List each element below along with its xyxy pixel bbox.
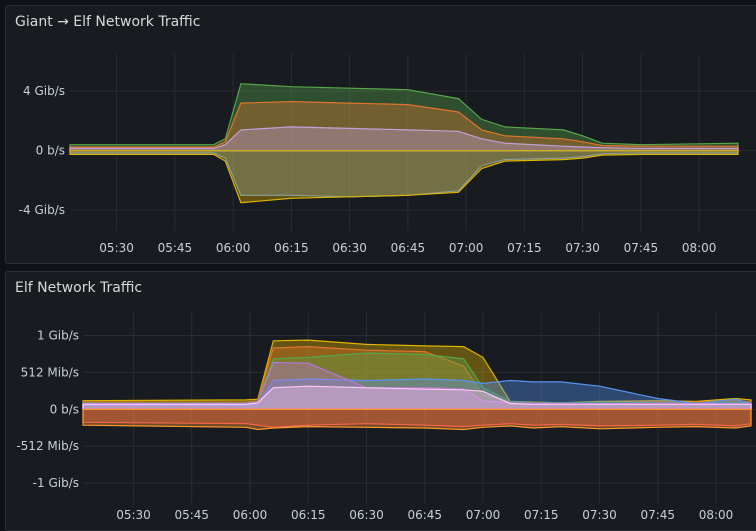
x-tick-label: 07:45: [640, 508, 675, 522]
y-tick-label: 1 Gib/s: [37, 328, 79, 342]
x-tick-label: 06:00: [233, 508, 268, 522]
y-tick-label: -4 Gib/s: [19, 203, 65, 217]
series-areas: [69, 83, 739, 204]
panel-title[interactable]: Giant → Elf Network Traffic: [15, 14, 201, 30]
series-area-1[interactable]: [69, 100, 739, 152]
y-tick-label: 4 Gib/s: [23, 84, 65, 98]
y-tick-label: 0 b/s: [50, 402, 79, 416]
series-area-6[interactable]: [82, 408, 752, 428]
series-areas: [82, 339, 752, 431]
x-tick-label: 06:30: [332, 241, 367, 255]
x-tick-label: 05:45: [158, 241, 193, 255]
panel-title[interactable]: Elf Network Traffic: [15, 280, 143, 296]
x-tick-label: 07:15: [507, 241, 542, 255]
x-tick-label: 05:45: [174, 508, 209, 522]
x-tick-label: 06:00: [216, 241, 251, 255]
x-tick-label: 06:45: [391, 241, 426, 255]
series-area-7[interactable]: [82, 408, 752, 431]
giant-elf-traffic-panel: Giant → Elf Network Traffic 4 Gib/s 0 b/s…: [5, 5, 756, 264]
y-tick-label: 0 b/s: [36, 144, 65, 158]
series-area-4[interactable]: [69, 150, 739, 204]
giant-elf-traffic-chart[interactable]: 4 Gib/s 0 b/s -4 Gib/s 05:30 05:45 06:00 06:15…: [6, 6, 756, 264]
y-tick-label: -512 Mib/s: [16, 439, 79, 453]
series-area-2[interactable]: [69, 126, 739, 152]
x-tick-label: 06:15: [274, 241, 309, 255]
x-tick-label: 08:00: [699, 508, 734, 522]
series-area-0[interactable]: [82, 339, 752, 410]
x-tick-label: 07:30: [582, 508, 617, 522]
x-tick-label: 07:00: [449, 241, 484, 255]
x-tick-label: 05:30: [99, 241, 134, 255]
x-tick-label: 07:30: [565, 241, 600, 255]
elf-traffic-panel: Elf Network Traffic 1 Gib/s 512 Mib/s 0 b/…: [5, 271, 756, 531]
x-tick-label: 07:15: [524, 508, 559, 522]
x-tick-label: 05:30: [116, 508, 151, 522]
x-tick-label: 06:30: [349, 508, 384, 522]
x-tick-label: 07:00: [466, 508, 501, 522]
y-tick-label: 512 Mib/s: [21, 365, 79, 379]
x-tick-label: 07:45: [624, 241, 659, 255]
y-tick-label: -1 Gib/s: [33, 476, 79, 490]
series-area-5[interactable]: [82, 385, 752, 410]
series-area-1[interactable]: [82, 345, 752, 410]
elf-traffic-chart[interactable]: 1 Gib/s 512 Mib/s 0 b/s -512 Mib/s -1 Gib/s 0…: [6, 272, 756, 531]
x-tick-label: 06:15: [291, 508, 326, 522]
series-area-3[interactable]: [69, 150, 739, 198]
grid: [83, 312, 756, 503]
x-tick-label: 08:00: [682, 241, 717, 255]
x-tick-label: 06:45: [407, 508, 442, 522]
